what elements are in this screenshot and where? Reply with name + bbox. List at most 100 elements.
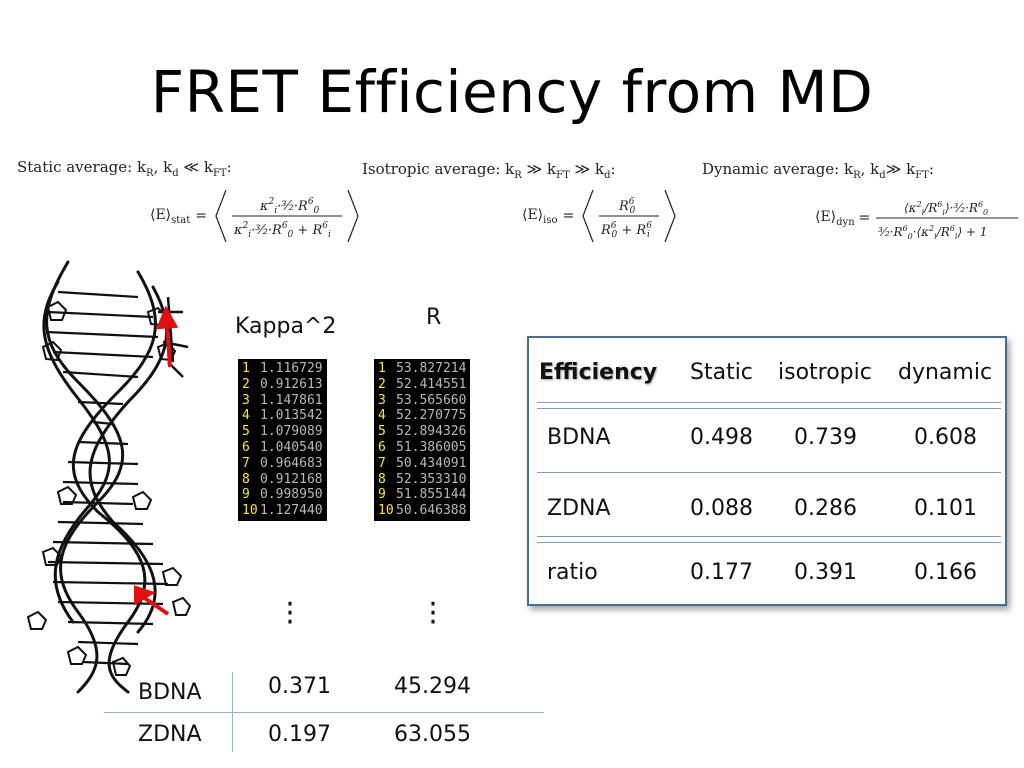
ratio-divider-top xyxy=(537,536,1001,537)
eff-row-dynamic: 0.608 xyxy=(914,425,977,450)
code-row: 1 53.827214 xyxy=(378,361,466,377)
averages-row-label: ZDNA xyxy=(138,722,202,747)
code-row: 5 52.894326 xyxy=(378,424,466,440)
row-value: 1.127440 xyxy=(260,503,323,519)
code-row: 5 1.079089 xyxy=(242,424,323,440)
row-value: 51.386005 xyxy=(396,439,467,455)
eff-row-static: 0.498 xyxy=(690,425,753,450)
static-average-label: Static average: kR, kd ≪ kFT: xyxy=(17,158,232,179)
row-index: 2 xyxy=(378,376,386,392)
svg-text:³⁄₂·R60·⟨κ2i/R6i⟩ + 1: ³⁄₂·R60·⟨κ2i/R6i⟩ + 1 xyxy=(878,224,987,241)
dynamic-average-label: Dynamic average: kR, kd≫ kFT: xyxy=(702,160,934,181)
svg-text:κ2i·³⁄₂·R60 + R6i: κ2i·³⁄₂·R60 + R6i xyxy=(233,221,331,240)
row-index: 10 xyxy=(242,503,258,519)
row-value: 53.565660 xyxy=(396,392,467,408)
static-header: Static xyxy=(690,360,753,385)
row-value: 50.646388 xyxy=(396,503,467,519)
averages-row-r: 63.055 xyxy=(394,722,471,747)
row-value: 50.434091 xyxy=(396,455,467,471)
svg-text:R60 + R6i: R6 0 + R6 i xyxy=(600,221,652,240)
row-index: 7 xyxy=(378,455,386,471)
row-value: 1.116729 xyxy=(260,361,323,376)
efficiency-header: Efficiency xyxy=(539,360,658,385)
code-row: 4 52.270775 xyxy=(378,408,466,424)
averages-row-kappa: 0.197 xyxy=(268,722,331,747)
eff-row-label: BDNA xyxy=(547,425,611,450)
static-average-formula: ⟨E⟩stat = κ2i·³⁄₂·R60 κ2i·³⁄₂·R60 + R6i xyxy=(150,186,362,246)
averages-table-hline xyxy=(104,712,544,713)
eff-row-isotropic: 0.286 xyxy=(794,496,857,521)
averages-row-label: BDNA xyxy=(138,680,202,705)
row-divider xyxy=(537,472,1001,473)
row-index: 9 xyxy=(242,487,250,503)
row-index: 8 xyxy=(242,471,250,487)
dynamic-lhs: ⟨E⟩dyn xyxy=(815,208,855,228)
header-divider-top xyxy=(537,402,1001,403)
code-row: 3 1.147861 xyxy=(242,393,323,409)
eff-row-static: 0.177 xyxy=(690,560,753,585)
code-row: 8 0.912168 xyxy=(242,472,323,488)
eff-row-dynamic: 0.101 xyxy=(914,496,977,521)
row-index: 9 xyxy=(378,487,386,503)
row-index: 10 xyxy=(378,503,394,519)
code-row: 6 51.386005 xyxy=(378,440,466,456)
row-index: 3 xyxy=(378,392,386,408)
eff-row-label: ZDNA xyxy=(547,496,611,521)
code-row: 9 51.855144 xyxy=(378,487,466,503)
averages-table-vline xyxy=(232,672,233,752)
isotropic-header: isotropic xyxy=(778,360,872,385)
row-index: 5 xyxy=(378,424,386,440)
row-value: 0.912168 xyxy=(260,471,323,487)
svg-text:R60: R6 0 xyxy=(618,197,636,216)
ratio-divider-bottom xyxy=(537,542,1001,543)
row-index: 1 xyxy=(378,361,386,376)
dna-helix-image xyxy=(26,260,192,694)
code-row: 9 0.998950 xyxy=(242,487,323,503)
svg-text:κ2i·³⁄₂·R60: κ2i·³⁄₂·R60 xyxy=(259,197,320,216)
dynamic-average-formula: ⟨E⟩dyn = ⟨κ2i/R6i⟩·³⁄₂·R60 ³⁄₂·R60·⟨κ2i/… xyxy=(815,192,1020,244)
row-value: 0.998950 xyxy=(260,487,323,503)
code-row: 1 1.116729 xyxy=(242,361,323,377)
averages-row-r: 45.294 xyxy=(394,674,471,699)
row-index: 6 xyxy=(242,439,250,455)
code-row: 4 1.013542 xyxy=(242,408,323,424)
eff-row-dynamic: 0.166 xyxy=(914,560,977,585)
code-row: 10 1.127440 xyxy=(242,503,323,519)
kappa-values-block: 1 1.116729 2 0.912613 3 1.147861 4 1.013542 5 1.0… xyxy=(238,359,327,521)
row-index: 4 xyxy=(242,408,250,424)
row-index: 5 xyxy=(242,424,250,440)
code-row: 6 1.040540 xyxy=(242,440,323,456)
kappa-ellipsis: · · · xyxy=(285,587,295,640)
isotropic-fraction-graphic: R6 0 R6 0 + R6 i xyxy=(582,189,676,243)
row-value: 52.270775 xyxy=(396,408,467,424)
header-divider-bottom xyxy=(537,408,1001,409)
eff-row-isotropic: 0.391 xyxy=(794,560,857,585)
row-value: 52.414551 xyxy=(396,376,467,392)
averages-table: BDNA 0.371 45.294 ZDNA 0.197 63.055 xyxy=(104,672,544,752)
code-row: 3 53.565660 xyxy=(378,393,466,409)
r-label: R xyxy=(426,305,442,330)
averages-row-kappa: 0.371 xyxy=(268,674,331,699)
eff-row-static: 0.088 xyxy=(690,496,753,521)
row-value: 1.147861 xyxy=(260,392,323,408)
row-index: 6 xyxy=(378,439,386,455)
row-index: 2 xyxy=(242,376,250,392)
row-index: 1 xyxy=(242,361,250,376)
code-row: 2 52.414551 xyxy=(378,377,466,393)
dynamic-fraction-graphic: ⟨κ2i/R6i⟩·³⁄₂·R60 ³⁄₂·R60·⟨κ2i/R6i⟩ + 1 xyxy=(876,200,1019,241)
row-value: 1.040540 xyxy=(260,439,323,455)
row-index: 4 xyxy=(378,408,386,424)
row-value: 53.827214 xyxy=(396,361,467,376)
efficiency-table: Efficiency Static isotropic dynamic BDNA… xyxy=(527,336,1007,606)
row-value: 52.353310 xyxy=(396,471,467,487)
code-row: 8 52.353310 xyxy=(378,472,466,488)
row-index: 8 xyxy=(378,471,386,487)
slide-title: FRET Efficiency from MD xyxy=(150,58,874,126)
code-row: 7 0.964683 xyxy=(242,456,323,472)
code-row: 7 50.434091 xyxy=(378,456,466,472)
row-value: 0.964683 xyxy=(260,455,323,471)
row-value: 0.912613 xyxy=(260,376,323,392)
static-lhs: ⟨E⟩stat xyxy=(150,206,191,226)
isotropic-average-label: Isotropic average: kR ≫ kFT ≫ kd: xyxy=(362,160,616,181)
r-ellipsis: · · · xyxy=(428,587,438,640)
